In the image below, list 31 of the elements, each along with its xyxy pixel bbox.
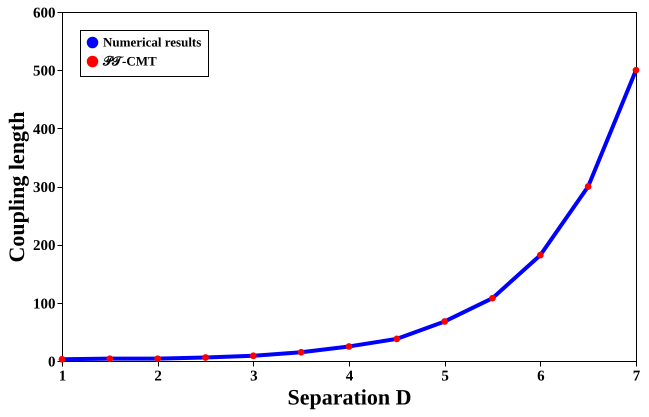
- point: [489, 294, 496, 302]
- y-tick-label: 100: [33, 296, 56, 312]
- point: [393, 336, 400, 342]
- y-tick-label: 0: [48, 354, 56, 370]
- point: [441, 318, 448, 325]
- point: [298, 348, 305, 356]
- point: [106, 355, 114, 362]
- x-tick-label: 7: [632, 368, 641, 384]
- x-tick-label: 6: [537, 368, 546, 384]
- point: [202, 354, 209, 361]
- point: [58, 356, 66, 363]
- x-tick-label: 1: [58, 368, 66, 384]
- y-tick-label: 200: [33, 238, 56, 254]
- y-tick-label: 400: [33, 122, 56, 138]
- y-tick-label: 600: [33, 6, 56, 22]
- point: [632, 66, 640, 74]
- y-tick-label: 500: [33, 64, 56, 80]
- legend-label: 𝒫𝒯-CMT: [102, 54, 157, 68]
- x-tick-label: 3: [250, 368, 258, 384]
- x-tick-label: 5: [441, 368, 449, 384]
- y-axis-title: Coupling length: [4, 112, 29, 262]
- point: [584, 183, 592, 190]
- x-tick-label: 4: [346, 368, 354, 384]
- point: [346, 343, 352, 350]
- point: [250, 352, 257, 360]
- point: [536, 252, 544, 258]
- x-tick-label: 2: [154, 368, 162, 384]
- legend-label: Numerical results: [103, 34, 202, 50]
- x-axis-title: Separation D: [287, 384, 412, 410]
- y-tick-label: 300: [33, 180, 56, 196]
- point: [154, 355, 162, 362]
